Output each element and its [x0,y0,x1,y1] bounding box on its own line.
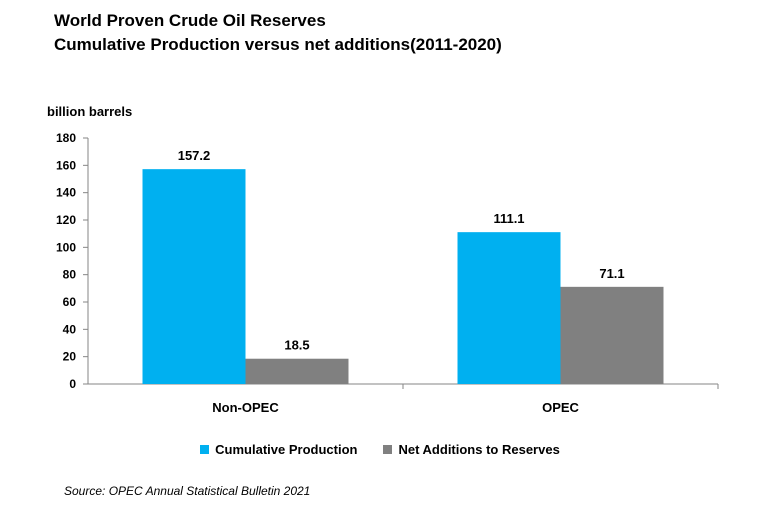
chart-title: World Proven Crude Oil Reserves Cumulati… [54,9,502,57]
category-label: Non-OPEC [212,400,279,415]
legend-label-cumulative: Cumulative Production [215,442,358,457]
y-tick-label: 80 [63,268,77,282]
y-tick-label: 20 [63,350,77,364]
source-note: Source: OPEC Annual Statistical Bulletin… [64,484,311,498]
data-label: 157.2 [178,148,211,163]
y-axis-label: billion barrels [47,104,133,119]
title-line-2: Cumulative Production versus net additio… [54,35,502,54]
y-tick-label: 160 [56,158,76,172]
y-tick-label: 180 [56,131,76,145]
labels: 0 20 40 60 80 100 120 140 160 180 Non-OPEC 157.2 18.… [56,131,625,415]
y-tick-label: 100 [56,240,76,254]
bar [245,358,349,384]
legend-item-cumulative: Cumulative Production [200,442,357,457]
bar [560,286,664,384]
y-tick-label: 140 [56,186,76,200]
title-line-1: World Proven Crude Oil Reserves [54,11,326,30]
legend-item-net-additions: Net Additions to Reserves [383,442,560,457]
data-label: 71.1 [599,266,624,281]
legend-swatch-cumulative [200,445,210,454]
y-tick-label: 120 [56,213,76,227]
data-label: 18.5 [284,338,309,353]
legend-swatch-net-additions [383,445,393,454]
bar [142,169,246,384]
category-label: OPEC [542,400,579,415]
data-label: 111.1 [493,211,524,226]
y-tick-label: 40 [63,322,77,336]
bars [142,169,664,384]
bar-chart: 0 20 40 60 80 100 120 140 160 180 Non-OPEC 157.2 18.… [56,131,719,415]
y-tick-label: 60 [63,295,77,309]
legend: Cumulative Production Net Additions to R… [0,442,760,457]
bar [457,232,561,384]
legend-label-net-additions: Net Additions to Reserves [398,442,560,457]
y-tick-label: 0 [69,377,76,391]
